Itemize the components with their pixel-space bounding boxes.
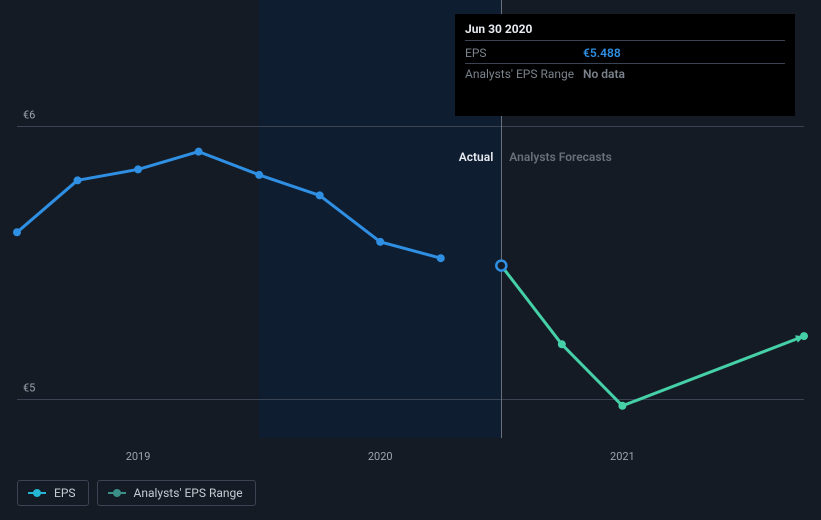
forecast-marker[interactable] [618,402,626,410]
legend-label: Analysts' EPS Range [134,486,243,500]
tooltip-separator [465,40,785,41]
legend-swatch [28,492,46,494]
legend-label: EPS [54,486,76,500]
x-tick-label: 2021 [610,450,635,463]
legend: EPS Analysts' EPS Range [17,480,256,506]
x-axis: 2019 2020 2021 [17,450,804,470]
tooltip-key: EPS [465,46,583,60]
eps-marker[interactable] [316,191,324,199]
eps-marker[interactable] [255,171,263,179]
eps-marker[interactable] [134,165,142,173]
tooltip-value: No data [583,67,625,81]
tooltip-value: €5.488 [583,46,621,60]
x-tick-label: 2020 [368,450,393,463]
forecast-marker[interactable] [558,340,566,348]
tooltip-row: Analysts' EPS RangeNo data [465,63,785,84]
tooltip-row: EPS€5.488 [465,43,785,63]
eps-marker[interactable] [195,148,203,156]
eps-marker[interactable] [13,228,21,236]
forecast-line [501,266,804,406]
x-tick-label: 2019 [126,450,151,463]
legend-swatch [108,492,126,494]
eps-chart: €5€6ActualAnalysts Forecasts 20192020202… [0,0,821,520]
highlight-point[interactable] [496,261,506,271]
tooltip-key: Analysts' EPS Range [465,67,583,81]
legend-item[interactable]: EPS [17,480,89,506]
tooltip-date: Jun 30 2020 [465,22,785,36]
eps-marker[interactable] [437,254,445,262]
tooltip: Jun 30 2020 EPS€5.488Analysts' EPS Range… [455,14,795,116]
eps-marker[interactable] [376,238,384,246]
eps-marker[interactable] [74,176,82,184]
legend-item[interactable]: Analysts' EPS Range [97,480,256,506]
